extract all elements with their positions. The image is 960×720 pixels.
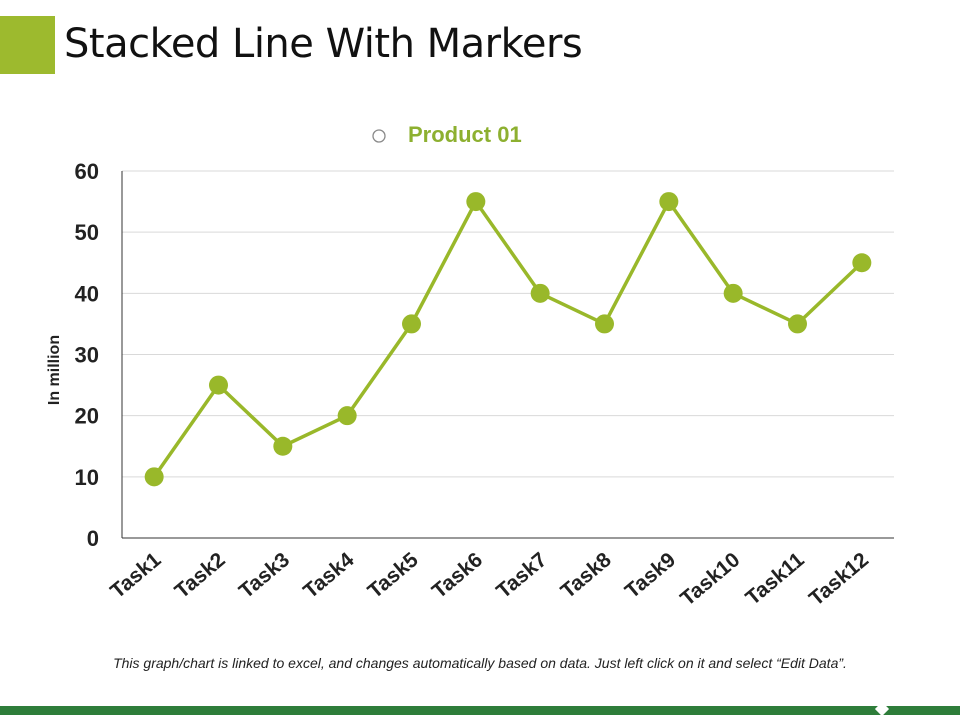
legend-label: Product 01 bbox=[408, 122, 522, 147]
data-point[interactable] bbox=[595, 314, 614, 334]
data-point[interactable] bbox=[466, 192, 486, 212]
data-point[interactable] bbox=[659, 192, 679, 212]
data-point[interactable] bbox=[723, 283, 743, 303]
y-tick-label: 10 bbox=[75, 465, 99, 490]
x-tick-label: Task11 bbox=[741, 548, 809, 610]
x-tick-label: Task3 bbox=[235, 548, 294, 603]
x-tick-label: Task1 bbox=[106, 548, 165, 603]
data-point[interactable] bbox=[530, 283, 550, 303]
data-point[interactable] bbox=[209, 375, 228, 395]
accent-square bbox=[0, 16, 55, 74]
footnote: This graph/chart is linked to excel, and… bbox=[113, 655, 847, 671]
line-chart[interactable]: 0 10 20 30 40 50 60 In million Task1 Task2 Task3… bbox=[0, 0, 960, 650]
bottom-bar bbox=[0, 706, 960, 715]
data-point[interactable] bbox=[337, 406, 357, 426]
legend: Product 01 bbox=[372, 122, 522, 147]
x-tick-label: Task4 bbox=[299, 548, 358, 603]
y-tick-label: 0 bbox=[87, 526, 99, 551]
y-tick-label: 60 bbox=[75, 159, 99, 184]
x-tick-label: Task2 bbox=[170, 548, 229, 603]
y-tick-label: 30 bbox=[75, 343, 99, 368]
y-tick-label: 20 bbox=[75, 404, 99, 429]
series-line bbox=[152, 199, 864, 478]
x-tick-label: Task7 bbox=[492, 548, 551, 603]
data-point[interactable] bbox=[402, 314, 421, 334]
x-tick-labels: Task1 Task2 Task3 Task4 Task5 Task6 Task7 Task8… bbox=[106, 548, 873, 611]
y-tick-label: 50 bbox=[75, 220, 99, 245]
gridlines bbox=[122, 170, 894, 478]
data-point[interactable] bbox=[273, 436, 293, 456]
y-axis-title: In million bbox=[46, 335, 63, 405]
slide-title: Stacked Line With Markers bbox=[64, 21, 583, 67]
legend-marker bbox=[372, 129, 386, 143]
y-tick-labels: 0 10 20 30 40 50 60 bbox=[75, 159, 99, 551]
series-product-01[interactable] bbox=[144, 192, 872, 487]
x-tick-label: Task12 bbox=[805, 548, 873, 610]
y-tick-label: 40 bbox=[75, 281, 99, 306]
data-point[interactable] bbox=[144, 467, 164, 487]
data-point[interactable] bbox=[852, 253, 872, 273]
x-tick-label: Task5 bbox=[363, 548, 422, 603]
x-tick-label: Task10 bbox=[676, 548, 744, 610]
x-tick-label: Task9 bbox=[621, 548, 680, 603]
data-point[interactable] bbox=[788, 314, 807, 334]
x-tick-label: Task6 bbox=[428, 548, 487, 603]
x-tick-label: Task8 bbox=[556, 548, 615, 603]
